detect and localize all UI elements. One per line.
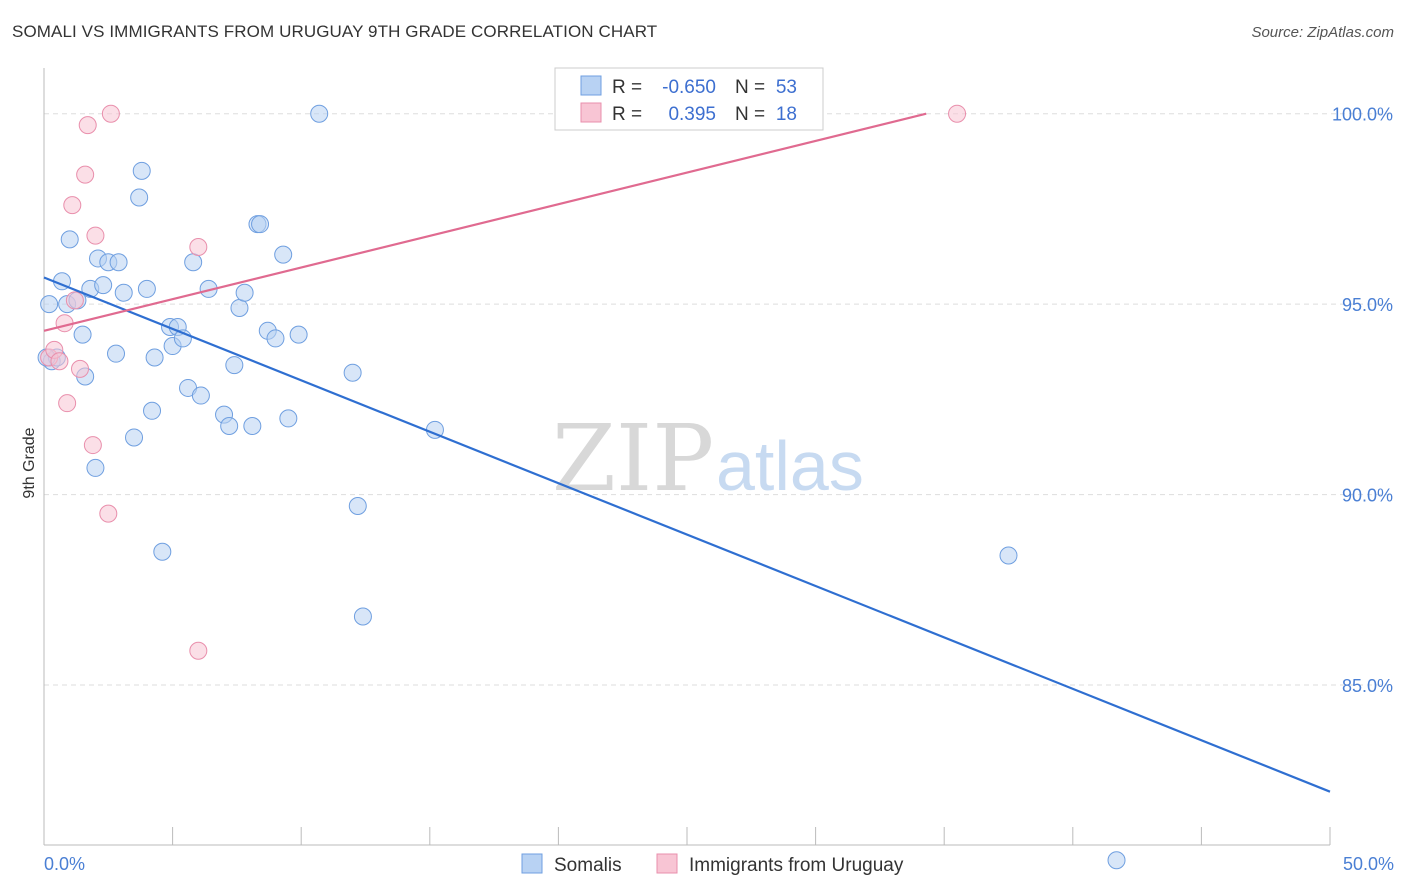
uruguay-point <box>86 226 105 245</box>
somalis-point <box>125 428 144 447</box>
somalis-point <box>243 417 262 436</box>
somalis-point <box>235 283 254 302</box>
somalis-point <box>86 458 105 477</box>
legend-r-value-uruguay: 0.395 <box>663 104 716 125</box>
y-axis-label: 9th Grade <box>21 427 38 498</box>
somalis-trend-line <box>43 276 1331 793</box>
x-tick-label-min: 0.0% <box>44 854 85 874</box>
uruguay-point <box>50 352 69 371</box>
legend-r-value-somalis: -0.650 <box>662 77 716 98</box>
somalis-point <box>191 386 210 405</box>
bottom-legend-label-uruguay: Immigrants from Uruguay <box>689 855 904 876</box>
somalis-point <box>143 401 162 420</box>
uruguay-point <box>83 436 102 455</box>
legend-box: R = -0.650 N = 53 R = 0.395 N = 18 <box>554 67 824 131</box>
watermark-zip: ZIP <box>552 405 714 512</box>
x-tick-label-max: 50.0% <box>1343 854 1394 874</box>
bottom-legend-label-somalis: Somalis <box>554 855 622 876</box>
somalis-point <box>1107 851 1126 870</box>
somalis-point <box>60 230 79 249</box>
legend-swatch-somalis <box>580 75 602 96</box>
somalis-point <box>999 546 1018 565</box>
somalis-point <box>94 276 113 295</box>
somalis-point <box>310 104 329 123</box>
y-tick-label: 85.0% <box>1342 676 1393 696</box>
bottom-legend-swatch-uruguay <box>656 853 678 874</box>
bottom-legend: Somalis Immigrants from Uruguay <box>521 853 904 876</box>
uruguay-point <box>101 104 120 123</box>
legend-swatch-uruguay <box>580 102 602 123</box>
somalis-point <box>289 325 308 344</box>
somalis-point <box>184 253 203 272</box>
somalis-point <box>230 298 249 317</box>
somalis-point <box>348 497 367 516</box>
somalis-point <box>114 283 133 302</box>
somalis-point <box>279 409 298 428</box>
source-label: Source: ZipAtlas.com <box>1251 24 1394 41</box>
axes <box>43 68 1331 846</box>
uruguay-point <box>99 504 118 523</box>
watermark: ZIP atlas <box>552 405 864 512</box>
grid-lines <box>44 113 1394 686</box>
somalis-point <box>145 348 164 367</box>
uruguay-point <box>65 291 84 310</box>
somalis-point <box>343 363 362 382</box>
uruguay-point <box>71 359 90 378</box>
bottom-legend-swatch-somalis <box>521 853 543 874</box>
uruguay-point <box>58 394 77 413</box>
legend-n-value-somalis: 53 <box>776 77 797 98</box>
trend-lines <box>43 112 1331 793</box>
uruguay-points <box>40 104 967 660</box>
somalis-point <box>137 279 156 298</box>
uruguay-trend-line <box>43 112 927 332</box>
uruguay-point <box>189 238 208 257</box>
somalis-point <box>73 325 92 344</box>
watermark-atlas: atlas <box>716 427 864 505</box>
somalis-point <box>220 417 239 436</box>
uruguay-point <box>78 116 97 135</box>
y-tick-label: 95.0% <box>1342 295 1393 315</box>
somalis-point <box>266 329 285 348</box>
somalis-point <box>353 607 372 626</box>
legend-n-value-uruguay: 18 <box>776 104 797 125</box>
somalis-point <box>132 161 151 180</box>
somalis-point <box>153 542 172 561</box>
uruguay-point <box>76 165 95 184</box>
uruguay-point <box>189 641 208 660</box>
somalis-point <box>251 215 270 234</box>
somalis-point <box>225 356 244 375</box>
legend-r-label-uruguay: R = <box>612 104 642 125</box>
uruguay-point <box>948 104 967 123</box>
legend-n-label-somalis: N = <box>735 77 765 98</box>
somalis-point <box>130 188 149 207</box>
legend-n-label-uruguay: N = <box>735 104 765 125</box>
somalis-point <box>107 344 126 363</box>
uruguay-point <box>63 196 82 215</box>
somalis-point <box>109 253 128 272</box>
chart-title: SOMALI VS IMMIGRANTS FROM URUGUAY 9TH GR… <box>12 22 658 41</box>
somalis-point <box>274 245 293 264</box>
y-tick-label: 100.0% <box>1332 105 1393 125</box>
legend-r-label-somalis: R = <box>612 77 642 98</box>
y-tick-labels: 100.0% 95.0% 90.0% 85.0% <box>1332 105 1393 696</box>
somalis-point <box>40 295 59 314</box>
y-tick-label: 90.0% <box>1342 486 1393 506</box>
